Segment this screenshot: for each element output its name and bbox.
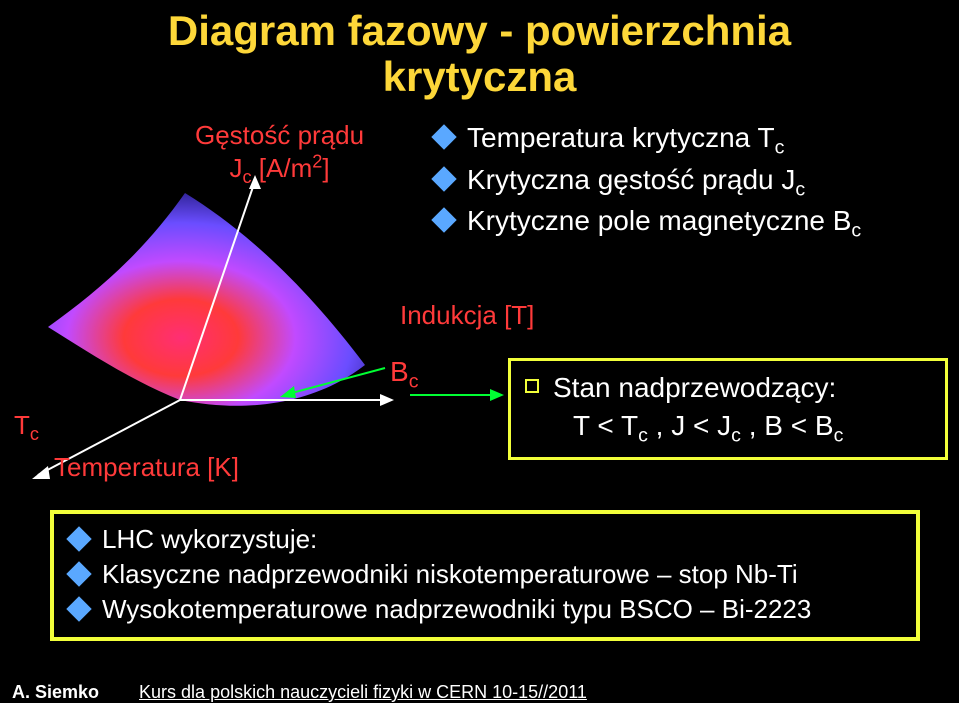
lhc-item-1: LHC wykorzystuje:	[70, 524, 900, 555]
subbox-inequality: T < Tc , J < Jc , B < Bc	[573, 410, 843, 441]
green-arrow	[280, 350, 510, 410]
diamond-icon	[70, 530, 88, 548]
lhc-item-3: Wysokotemperaturowe nadprzewodniki typu …	[70, 594, 900, 625]
diamond-icon	[435, 211, 453, 229]
indukcja-label: Indukcja [T]	[400, 300, 534, 331]
bullet-crit-temp: .bullet-diamond::before{background:#5aa8…	[435, 122, 955, 160]
diamond-icon	[435, 170, 453, 188]
title-line2: krytyczna	[383, 53, 577, 100]
diamond-icon	[70, 565, 88, 583]
diamond-icon	[70, 600, 88, 618]
square-icon	[525, 379, 539, 393]
lhc-box: LHC wykorzystuje: Klasyczne nadprzewodni…	[50, 510, 920, 641]
tc-axis-label: Tc Temperatura [K]	[14, 410, 239, 483]
jc-label-top: Gęstość prądu	[195, 120, 364, 150]
tc-main: Tc	[14, 410, 39, 440]
diamond-icon: .bullet-diamond::before{background:#5aa8…	[435, 128, 453, 146]
footer-author: A. Siemko	[0, 682, 99, 703]
slide-title: Diagram fazowy - powierzchnia krytyczna	[0, 8, 959, 100]
lhc-item-2: Klasyczne nadprzewodniki niskotemperatur…	[70, 559, 900, 590]
bullet-crit-field: Krytyczne pole magnetyczne Bc	[435, 205, 955, 243]
jc-label-bottom: Jc [A/m2]	[229, 153, 329, 183]
title-line1: Diagram fazowy - powierzchnia	[168, 7, 791, 54]
bullet-block-top: .bullet-diamond::before{background:#5aa8…	[435, 122, 955, 247]
slide-root: Diagram fazowy - powierzchnia krytyczna	[0, 0, 959, 703]
footer: A. Siemko Kurs dla polskich nauczycieli …	[0, 682, 959, 703]
tc-line2: Temperatura [K]	[54, 452, 239, 483]
subbox-content: Stan nadprzewodzący: T < Tc , J < Jc , B…	[525, 369, 931, 449]
jc-axis-label: Gęstość prądu Jc [A/m2]	[195, 120, 364, 189]
footer-course: Kurs dla polskich nauczycieli fizyki w C…	[139, 682, 587, 703]
bullet-crit-density: Krytyczna gęstość prądu Jc	[435, 164, 955, 202]
superconducting-state-box: Stan nadprzewodzący: T < Tc , J < Jc , B…	[508, 358, 948, 460]
